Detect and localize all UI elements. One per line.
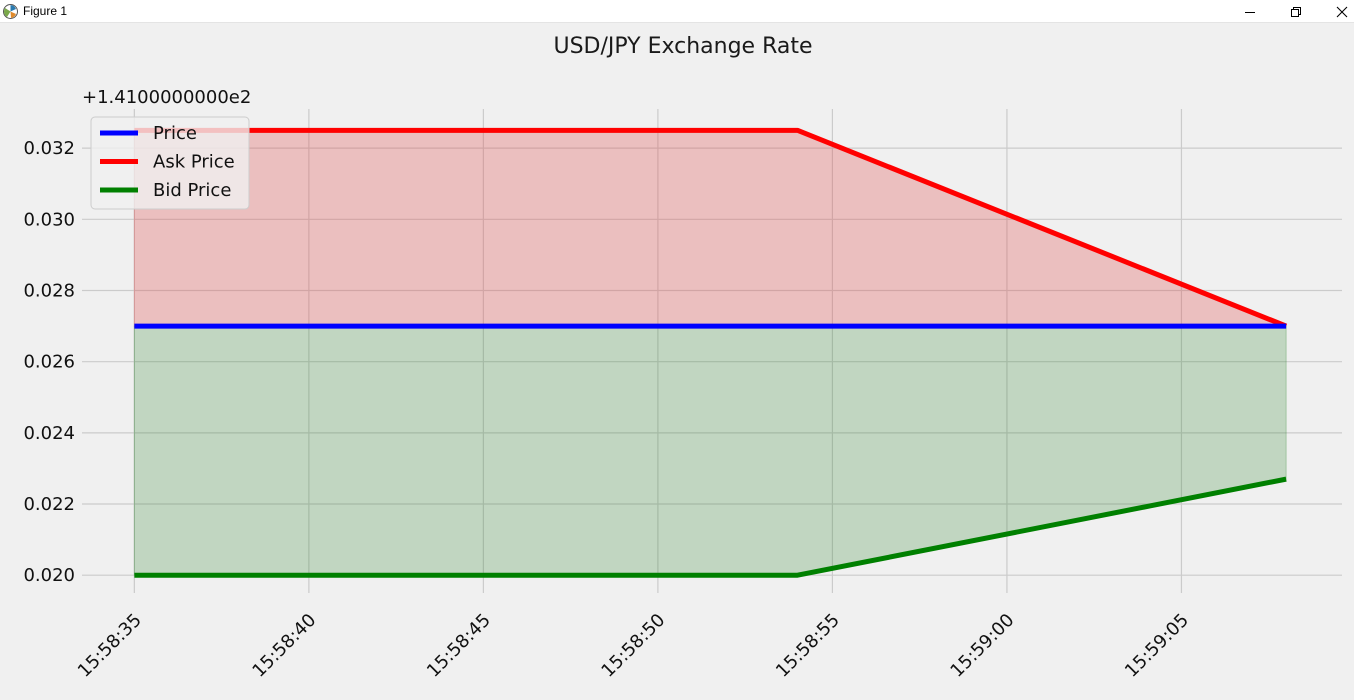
y-offset-label: +1.4100000000e2 (82, 87, 251, 108)
x-tick-label: 15:58:40 (248, 610, 320, 682)
exchange-rate-chart: USD/JPY Exchange Rate +1.4100000000e2 15… (23, 34, 1342, 682)
y-tick-label: 0.020 (23, 565, 75, 586)
close-icon (1336, 6, 1348, 17)
y-tick-label: 0.024 (23, 423, 75, 444)
x-tick-label: 15:58:55 (772, 610, 844, 682)
legend: Price Ask Price Bid Price (90, 116, 250, 210)
series-lines (134, 127, 1288, 578)
y-tick-label: 0.028 (23, 281, 75, 302)
x-tick-label: 15:58:50 (597, 610, 669, 682)
close-button[interactable] (1319, 0, 1354, 23)
restore-icon (1291, 6, 1301, 17)
y-tick-label: 0.026 (23, 352, 75, 373)
fill-area (133, 129, 1287, 327)
y-tick-label: 0.030 (23, 209, 75, 230)
area-fills (133, 129, 1287, 576)
legend-label: Bid Price (153, 180, 231, 201)
legend-label: Price (153, 123, 197, 144)
y-tick-labels: 0.020 0.022 0.024 0.026 0.028 0.030 0.032 (23, 138, 75, 586)
window-title: Figure 1 (23, 4, 68, 18)
x-tick-label: 15:59:00 (946, 610, 1018, 682)
legend-frame (90, 116, 250, 210)
x-tick-label: 15:59:05 (1121, 610, 1193, 682)
restore-button[interactable] (1273, 0, 1319, 23)
x-tick-label: 15:58:45 (423, 610, 495, 682)
x-tick-labels: 15:58:35 15:58:40 15:58:45 15:58:50 15:58:55… (74, 610, 1193, 682)
matplotlib-figure-icon (3, 4, 18, 19)
series-line (134, 476, 1287, 578)
y-tick-label: 0.032 (23, 138, 75, 159)
x-tick-label: 15:58:35 (74, 610, 146, 682)
minimize-icon (1245, 11, 1255, 13)
window-titlebar: Figure 1 (0, 0, 1354, 23)
y-tick-label: 0.022 (23, 494, 75, 515)
fill-area (133, 325, 1287, 576)
minimize-button[interactable] (1227, 0, 1273, 23)
chart-title: USD/JPY Exchange Rate (553, 34, 812, 59)
series-line (134, 127, 1288, 329)
legend-label: Ask Price (153, 152, 235, 173)
